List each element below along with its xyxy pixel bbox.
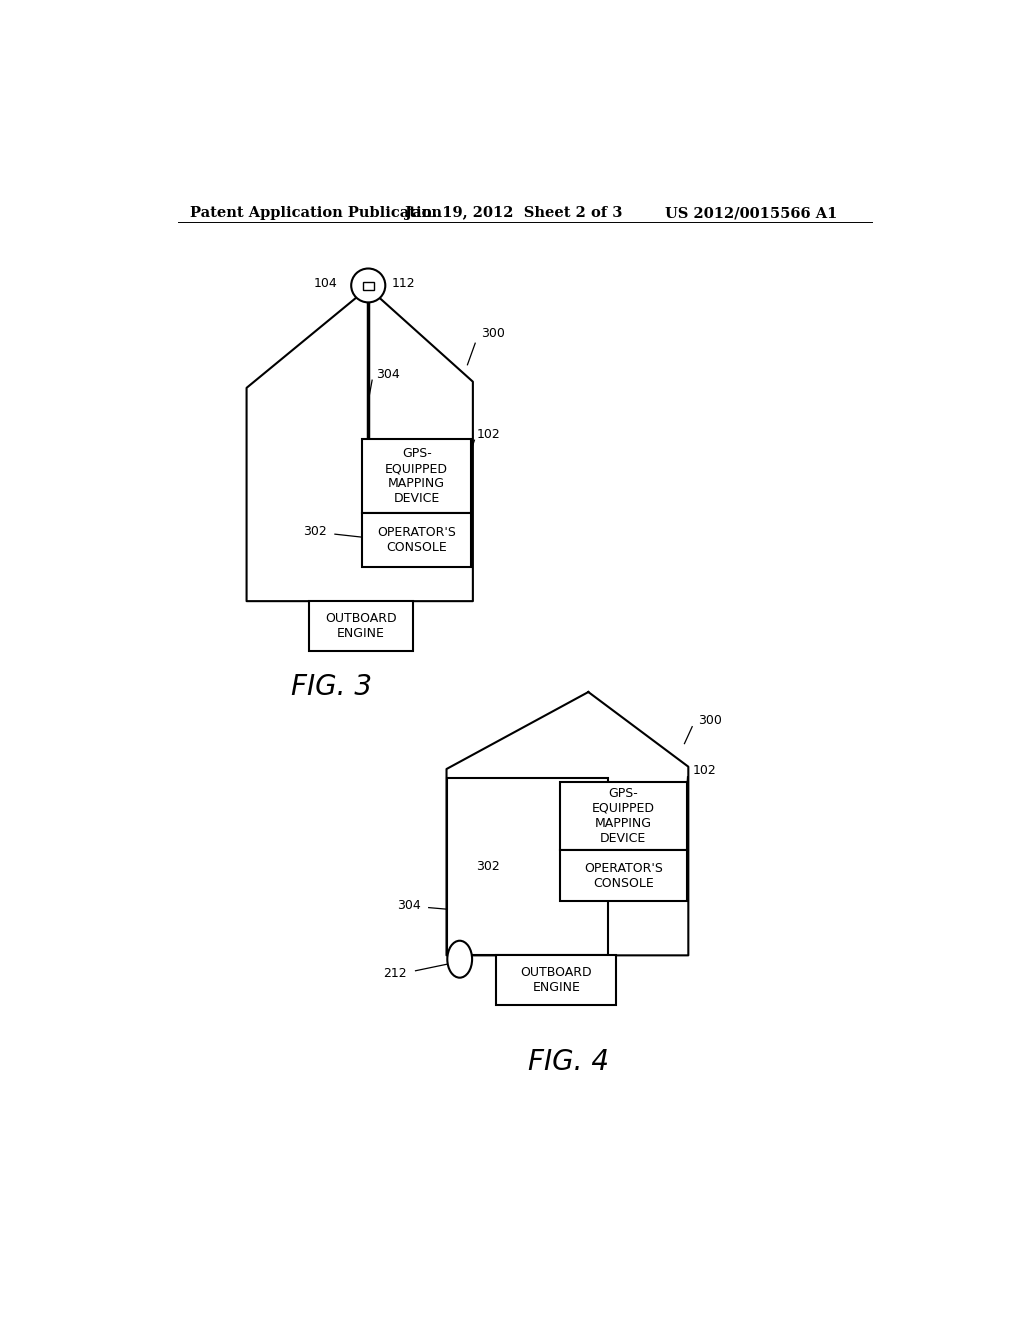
Text: 300: 300 bbox=[480, 327, 505, 341]
Text: Patent Application Publication: Patent Application Publication bbox=[190, 206, 442, 220]
Bar bbox=[308, 601, 414, 651]
Bar bbox=[560, 781, 687, 850]
Text: FIG. 3: FIG. 3 bbox=[291, 673, 372, 701]
Text: 302: 302 bbox=[476, 861, 500, 874]
Circle shape bbox=[351, 268, 385, 302]
Text: FIG. 4: FIG. 4 bbox=[527, 1048, 608, 1076]
Text: 300: 300 bbox=[697, 714, 722, 727]
Text: US 2012/0015566 A1: US 2012/0015566 A1 bbox=[665, 206, 838, 220]
Text: 104: 104 bbox=[313, 277, 337, 289]
Text: OUTBOARD
ENGINE: OUTBOARD ENGINE bbox=[520, 966, 592, 994]
Text: OPERATOR'S
CONSOLE: OPERATOR'S CONSOLE bbox=[584, 862, 663, 890]
Text: GPS-
EQUIPPED
MAPPING
DEVICE: GPS- EQUIPPED MAPPING DEVICE bbox=[385, 447, 449, 506]
Bar bbox=[362, 440, 471, 512]
Text: 212: 212 bbox=[383, 966, 407, 979]
Text: OPERATOR'S
CONSOLE: OPERATOR'S CONSOLE bbox=[377, 525, 456, 553]
Bar bbox=[362, 512, 471, 566]
Bar bbox=[496, 956, 616, 1006]
Text: 102: 102 bbox=[692, 764, 716, 777]
Text: 304: 304 bbox=[376, 367, 399, 380]
Ellipse shape bbox=[447, 941, 472, 978]
Bar bbox=[446, 779, 607, 956]
Text: Jan. 19, 2012  Sheet 2 of 3: Jan. 19, 2012 Sheet 2 of 3 bbox=[406, 206, 623, 220]
Bar bbox=[560, 850, 687, 902]
Text: 304: 304 bbox=[397, 899, 421, 912]
FancyBboxPatch shape bbox=[362, 281, 374, 290]
Text: OUTBOARD
ENGINE: OUTBOARD ENGINE bbox=[325, 612, 396, 640]
Text: 112: 112 bbox=[391, 277, 415, 289]
Text: 302: 302 bbox=[303, 525, 327, 539]
Text: 102: 102 bbox=[477, 428, 501, 441]
Text: GPS-
EQUIPPED
MAPPING
DEVICE: GPS- EQUIPPED MAPPING DEVICE bbox=[592, 787, 654, 845]
